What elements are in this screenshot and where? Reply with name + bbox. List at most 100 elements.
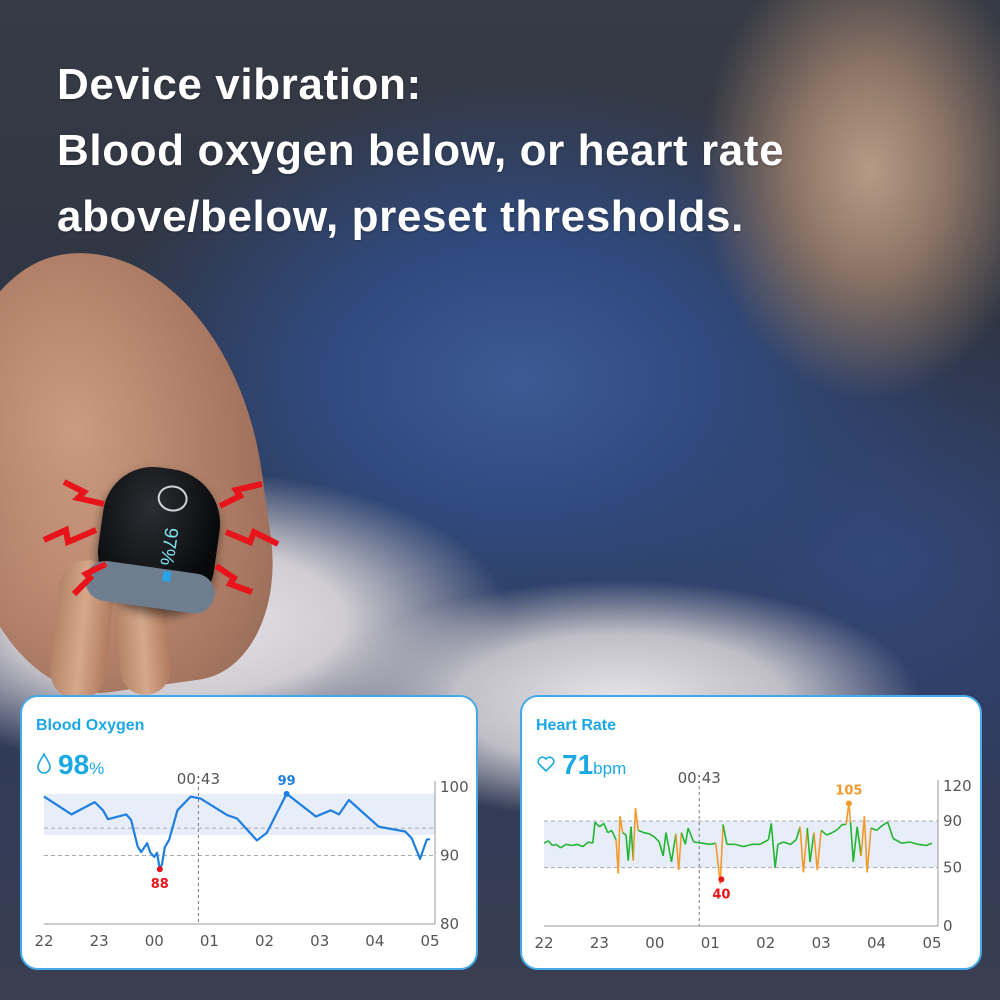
y-tick-label: 90 — [943, 812, 962, 830]
heart-rate-segment — [687, 827, 695, 843]
card-title: Heart Rate — [536, 717, 617, 734]
x-tick-label: 01 — [701, 934, 720, 952]
heart-rate-segment — [560, 843, 567, 849]
heart-rate-segment — [594, 821, 601, 828]
current-reading: 98 % — [36, 749, 104, 781]
y-tick-label: 120 — [943, 777, 972, 795]
max-marker — [283, 790, 290, 797]
min-marker — [156, 866, 163, 873]
heart-rate-segment — [598, 822, 605, 828]
heart-rate-segment — [654, 836, 660, 843]
heart-rate-segment — [662, 832, 667, 857]
vibration-bolt-icon — [214, 563, 254, 595]
heart-rate-segment — [547, 840, 553, 847]
heart-rate-segment — [675, 833, 680, 871]
x-tick-label: 23 — [590, 934, 609, 952]
vibration-bolt-icon — [218, 481, 263, 509]
heart-rate-segment — [627, 826, 632, 861]
headline: Device vibration: Blood oxygen below, or… — [57, 52, 784, 250]
x-tick-label: 04 — [365, 932, 384, 950]
heart-rate-segment — [795, 826, 801, 840]
heart-rate-segment — [876, 825, 883, 831]
min-marker — [718, 876, 725, 883]
heart-rate-segment — [863, 816, 868, 873]
vibration-bolt-icon — [71, 561, 108, 597]
x-tick-label: 22 — [534, 934, 553, 952]
heart-rate-chart: 00:43 22 23 00 01 02 03 04 05 120 90 50 0 40 105 — [534, 769, 972, 952]
heart-rate-segment — [837, 823, 843, 830]
heart-rate-segment — [860, 816, 866, 857]
x-tick-label: 00 — [645, 934, 664, 952]
card-title: Blood Oxygen — [36, 717, 145, 734]
heart-rate-segment — [783, 841, 791, 846]
y-tick-label: 90 — [440, 847, 459, 865]
heart-rate-segment — [543, 840, 549, 844]
heart-rate-segment — [774, 844, 779, 868]
heart-rate-segment — [555, 843, 562, 849]
heart-rate-segment — [806, 827, 811, 862]
heart-rate-segment — [826, 831, 833, 836]
heart-rate-segment — [870, 827, 877, 832]
heart-rate-segment — [648, 833, 656, 839]
heart-rate-segment — [849, 822, 855, 862]
x-tick-label: 05 — [922, 934, 941, 952]
headline-line-1: Device vibration: — [57, 60, 422, 109]
x-tick-label: 00 — [145, 932, 164, 950]
min-label: 40 — [712, 887, 730, 902]
heart-rate-segment — [816, 830, 822, 871]
y-tick-label: 50 — [943, 859, 962, 877]
heart-rate-segment — [684, 827, 689, 845]
heart-rate-segment — [610, 829, 617, 841]
vibration-bolt-icon — [224, 527, 280, 547]
heart-rate-segment — [643, 831, 650, 835]
heart-rate-segment — [881, 821, 889, 827]
spo2-line — [43, 792, 431, 871]
heart-rate-segment — [632, 808, 637, 861]
heart-rate-segment — [901, 841, 910, 844]
current-unit: % — [89, 759, 105, 778]
heart-rate-segment — [634, 808, 640, 831]
y-tick-label: 0 — [943, 917, 953, 935]
vibration-bolt-icon — [42, 525, 98, 547]
heart-rate-segment — [658, 841, 664, 857]
normal-range-band — [44, 793, 435, 835]
heart-rate-segment — [693, 841, 703, 844]
heart-rate-card: Heart Rate 71 bpm 00:43 22 23 00 01 02 03 04 05 1… — [520, 695, 982, 970]
heart-rate-segment — [619, 816, 624, 833]
heart-rate-segment — [777, 841, 784, 846]
heart-rate-segment — [820, 829, 828, 836]
heart-rate-segment — [677, 832, 683, 871]
blood-oxygen-chart: 00:43 22 23 00 01 02 03 04 05 100 90 80 88 99 — [34, 770, 469, 950]
vibration-bolt-icon — [62, 479, 105, 507]
headline-line-2: Blood oxygen below, or heart rate — [57, 126, 785, 175]
droplet-icon — [37, 752, 51, 774]
heart-rate-segment — [603, 823, 609, 833]
heart-rate-segment — [852, 826, 858, 862]
heart-rate-segment — [759, 838, 769, 846]
x-tick-label: 04 — [867, 934, 886, 952]
heart-rate-segment — [670, 833, 677, 862]
heart-rate-segment — [770, 823, 776, 868]
heart-rate-segment — [637, 829, 645, 834]
current-value: 71 — [562, 749, 594, 780]
heart-rate-segment — [909, 841, 919, 846]
heart-rate-segment — [582, 841, 589, 848]
heart-rate-segment — [571, 843, 578, 847]
time-cursor-label: 00:43 — [177, 770, 220, 788]
y-tick-label: 80 — [440, 915, 459, 933]
heart-icon — [537, 756, 555, 773]
battery-icon — [162, 570, 172, 582]
heart-rate-segment — [790, 839, 797, 845]
heart-rate-segment — [886, 821, 894, 839]
x-tick-label: 23 — [90, 932, 109, 950]
heart-rate-segment — [866, 827, 872, 873]
x-tick-label: 05 — [420, 932, 439, 950]
y-tick-label: 100 — [440, 778, 469, 796]
heart-rate-segment — [552, 843, 557, 847]
current-value: 98 — [58, 749, 90, 780]
heart-rate-segment — [926, 842, 933, 847]
heart-rate-segment — [802, 827, 809, 873]
x-tick-label: 03 — [310, 932, 329, 950]
heart-rate-segment — [743, 843, 753, 848]
max-label: 99 — [278, 774, 296, 789]
